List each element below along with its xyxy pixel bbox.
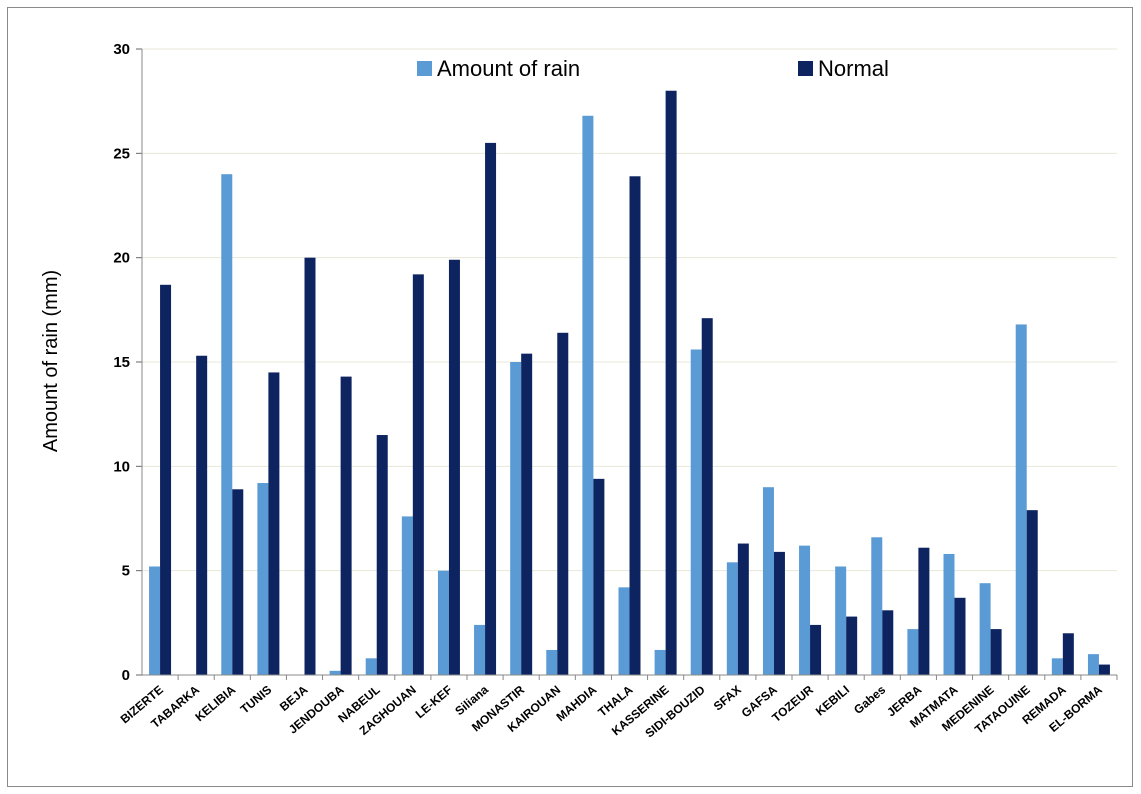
bar-amount-of-rain [762, 487, 774, 675]
bars [149, 90, 1110, 676]
y-tick-label: 0 [122, 667, 130, 684]
bar-normal [376, 435, 388, 675]
legend-label: Normal [818, 56, 889, 81]
bar-amount-of-rain [1087, 654, 1099, 675]
y-axis-label: Amount of rain (mm) [40, 270, 62, 452]
y-axis: 0 5 10 15 20 25 30 [113, 41, 143, 684]
bar-amount-of-rain [618, 587, 630, 675]
bar-amount-of-rain [510, 362, 522, 675]
bar-normal [1062, 633, 1074, 675]
bar-normal [448, 259, 460, 675]
bar-normal [701, 318, 713, 675]
bar-amount-of-rain [835, 566, 847, 675]
bar-amount-of-rain [221, 174, 233, 675]
bar-amount-of-rain [871, 537, 883, 675]
bar-normal [593, 478, 605, 675]
legend-swatch [417, 61, 432, 76]
legend-label: Amount of rain [437, 56, 580, 81]
x-tick-label: TUNIS [238, 683, 275, 717]
bar-amount-of-rain [654, 649, 666, 675]
bar-normal [954, 597, 966, 675]
y-tick-label: 10 [113, 458, 130, 475]
bar-normal [196, 355, 208, 675]
bar-normal [340, 376, 352, 675]
x-tick-label: TOZEUR [769, 682, 816, 725]
x-tick-label: Gabes [851, 682, 888, 717]
x-tick-label: KELIBIA [192, 682, 238, 724]
bar-normal [485, 142, 497, 675]
x-tick-label: MAHDIA [554, 682, 600, 724]
bar-normal [1098, 664, 1110, 675]
bar-amount-of-rain [943, 553, 955, 675]
legend-swatch [798, 61, 813, 76]
bar-amount-of-rain [979, 583, 991, 675]
y-tick-label: 30 [113, 41, 130, 58]
legend: Amount of rain Normal [417, 56, 889, 81]
bar-normal [412, 274, 424, 675]
bar-normal [521, 353, 533, 675]
bar-amount-of-rain [799, 545, 811, 675]
bar-amount-of-rain [1015, 324, 1027, 675]
bar-normal [737, 543, 749, 675]
bar-normal [918, 547, 930, 675]
bar-amount-of-rain [257, 483, 269, 675]
bar-amount-of-rain [726, 562, 738, 675]
bar-normal [990, 629, 1002, 675]
y-tick-label: 15 [113, 354, 130, 371]
y-tick-label: 25 [113, 145, 130, 162]
x-tick-label: LE-KEF [413, 683, 455, 722]
x-tick-label: KEBILI [813, 683, 852, 719]
bar-amount-of-rain [474, 624, 486, 675]
bar-amount-of-rain [401, 516, 413, 675]
bar-normal [160, 284, 172, 675]
bar-amount-of-rain [329, 670, 341, 675]
bar-normal [629, 176, 641, 675]
bar-normal [882, 610, 894, 675]
bar-normal [846, 616, 858, 675]
bar-amount-of-rain [437, 570, 449, 675]
bar-normal [304, 257, 316, 675]
bar-amount-of-rain [1051, 658, 1063, 675]
bar-normal [665, 90, 677, 675]
bar-amount-of-rain [546, 649, 558, 675]
bar-normal [232, 489, 244, 675]
bar-normal [557, 332, 569, 675]
bar-normal [773, 551, 785, 675]
bar-normal [268, 372, 280, 675]
bar-amount-of-rain [907, 629, 919, 675]
bar-normal [1026, 510, 1038, 675]
bar-amount-of-rain [582, 115, 594, 676]
y-tick-label: 20 [113, 250, 130, 267]
bar-amount-of-rain [365, 658, 377, 675]
bar-amount-of-rain [690, 349, 702, 675]
y-tick-label: 5 [122, 563, 130, 580]
bar-normal [810, 624, 822, 675]
bar-amount-of-rain [149, 566, 161, 675]
